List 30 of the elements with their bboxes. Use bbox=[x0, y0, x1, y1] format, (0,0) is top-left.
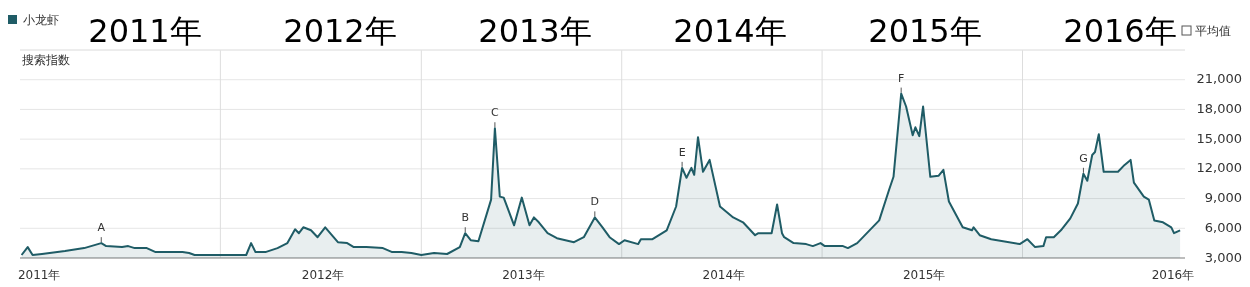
y-tick-label: 6,000 bbox=[1204, 219, 1242, 235]
annotation: 2016年 bbox=[1063, 12, 1177, 50]
y-tick-label: 12,000 bbox=[1196, 160, 1242, 176]
y-tick-label: 15,000 bbox=[1196, 130, 1242, 146]
y-axis-title: 搜索指数 bbox=[22, 53, 70, 67]
annotation: 2015年 bbox=[868, 12, 982, 50]
x-tick-label: 2016年 bbox=[1151, 267, 1195, 282]
legend: 小龙虾 bbox=[8, 12, 59, 27]
y-tick-label: 9,000 bbox=[1204, 190, 1242, 206]
annotation: 2012年 bbox=[283, 12, 397, 50]
annotation: B bbox=[461, 211, 470, 225]
x-tick-label: 2012年 bbox=[301, 267, 345, 282]
annotation: 2013年 bbox=[478, 12, 592, 50]
x-tick-label: 2014年 bbox=[702, 267, 746, 282]
annotation: A bbox=[97, 221, 106, 235]
x-tick-label: 2011年 bbox=[17, 267, 61, 282]
y-tick-label: 21,000 bbox=[1196, 71, 1242, 87]
annotation: 2011年 bbox=[88, 12, 202, 50]
annotation: 2014年 bbox=[673, 12, 787, 50]
y-tick-label: 3,000 bbox=[1204, 249, 1242, 265]
text: 平均值 bbox=[1195, 23, 1231, 38]
y-tick-label: 18,000 bbox=[1196, 100, 1242, 116]
annotation: F bbox=[898, 71, 905, 85]
annotation: G bbox=[1079, 151, 1088, 165]
annotation: C bbox=[491, 106, 500, 120]
x-tick-label: 2013年 bbox=[502, 267, 545, 282]
annotation: E bbox=[678, 145, 686, 159]
x-tick-label: 2015年 bbox=[902, 267, 946, 282]
annotation: D bbox=[590, 195, 600, 209]
legend-label: 小龙虾 bbox=[23, 12, 59, 27]
